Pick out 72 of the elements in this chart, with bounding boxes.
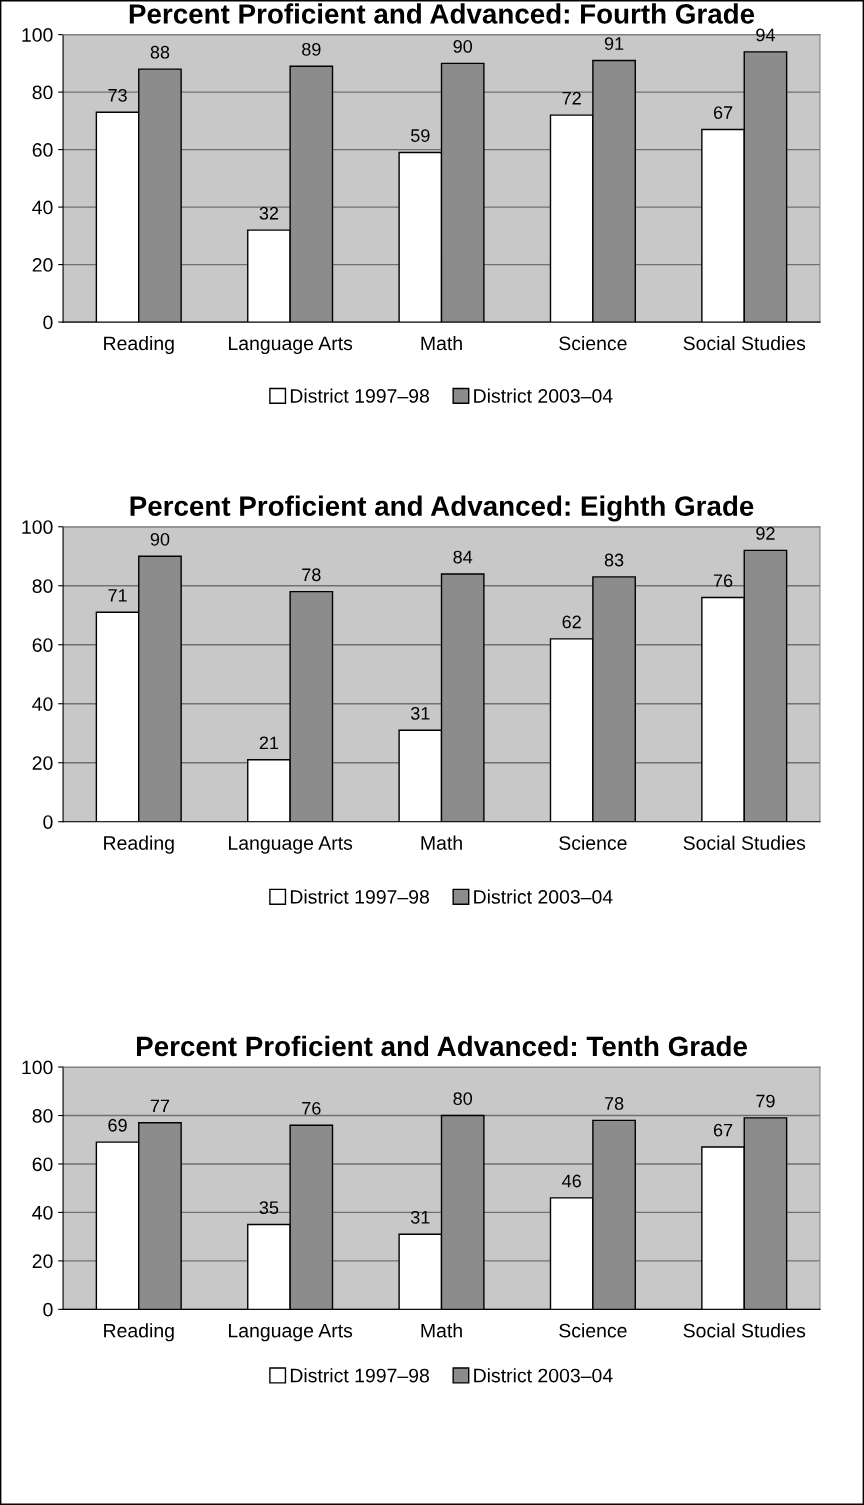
y-tick-label: 20 — [32, 1254, 53, 1269]
data-label: 84 — [453, 550, 473, 564]
legend-label: District 2003–04 — [474, 889, 613, 904]
y-tick-label: 40 — [32, 697, 53, 711]
x-tick-label: Science — [559, 1323, 627, 1338]
data-label: 78 — [604, 1097, 624, 1110]
data-label: 46 — [562, 1174, 581, 1188]
data-label: 69 — [108, 1118, 127, 1132]
x-tick-label: Reading — [104, 335, 174, 355]
data-label: 76 — [713, 574, 733, 588]
data-label: 83 — [604, 553, 624, 567]
x-tick-label: Math — [421, 1323, 462, 1338]
y-tick-label: 80 — [32, 85, 53, 100]
x-tick-label: Social Studies — [683, 335, 806, 351]
y-tick-label: 60 — [32, 1157, 53, 1172]
x-tick-label: Science — [559, 835, 627, 850]
y-tick-label: 80 — [32, 579, 53, 593]
data-label: 79 — [756, 1094, 775, 1108]
data-label: 89 — [302, 42, 321, 56]
y-tick-label: 20 — [32, 258, 53, 272]
data-label: 62 — [562, 615, 581, 629]
y-tick-label: 0 — [43, 1302, 53, 1317]
x-tick-label: Social Studies — [683, 835, 806, 850]
data-label: 32 — [259, 206, 279, 220]
y-tick-label: 100 — [22, 28, 53, 42]
legend-label: District 2003–04 — [474, 1368, 613, 1383]
data-label: 35 — [259, 1201, 279, 1215]
y-tick-label: 40 — [32, 200, 53, 215]
chart-title: Percent Proficient and Advanced: Eighth Grade — [130, 495, 754, 522]
legend-label: District 1997–98 — [290, 889, 429, 904]
y-tick-label: 60 — [32, 638, 53, 652]
data-label: 31 — [410, 1210, 430, 1224]
x-tick-label: Math — [421, 835, 462, 850]
data-label: 73 — [108, 88, 127, 102]
data-label: 72 — [562, 91, 581, 105]
x-tick-label: Social Studies — [683, 1323, 806, 1338]
x-tick-label: Language Arts — [229, 836, 353, 854]
y-tick-label: 40 — [32, 1205, 53, 1220]
data-label: 76 — [302, 1101, 321, 1115]
x-tick-label: Language Arts — [229, 1323, 353, 1342]
y-tick-label: 100 — [22, 520, 53, 534]
data-label: 21 — [259, 736, 279, 750]
legend-label: District 1997–98 — [290, 388, 429, 403]
data-label: 77 — [150, 1099, 170, 1113]
data-label: 31 — [410, 706, 430, 720]
y-tick-label: 60 — [32, 143, 53, 157]
data-label: 90 — [150, 532, 170, 546]
data-label: 90 — [453, 40, 473, 53]
data-label: 91 — [604, 37, 624, 50]
legend-label: District 1997–98 — [290, 1368, 429, 1383]
data-label: 80 — [453, 1092, 473, 1105]
data-label: 67 — [713, 106, 733, 119]
legend-label: District 2003–04 — [474, 388, 613, 403]
x-tick-label: Reading — [104, 835, 174, 854]
data-label: 67 — [713, 1123, 733, 1137]
data-label: 92 — [756, 527, 775, 540]
chart-title: Percent Proficient and Advanced: Tenth Grade — [136, 1035, 747, 1057]
y-tick-label: 0 — [43, 815, 53, 829]
y-tick-label: 0 — [43, 315, 53, 330]
data-label: 71 — [108, 589, 127, 602]
x-tick-label: Science — [559, 335, 627, 351]
data-label: 78 — [302, 568, 321, 582]
x-tick-label: Math — [421, 335, 462, 351]
y-tick-label: 20 — [32, 756, 53, 770]
data-label: 94 — [756, 28, 775, 42]
data-label: 88 — [150, 45, 170, 59]
y-tick-label: 100 — [22, 1060, 53, 1075]
x-tick-label: Language Arts — [229, 336, 353, 355]
y-tick-label: 80 — [32, 1108, 53, 1123]
data-label: 59 — [410, 129, 430, 142]
x-tick-label: Reading — [104, 1323, 174, 1342]
chart-title: Percent Proficient and Advanced: Fourth Grade — [129, 3, 755, 24]
